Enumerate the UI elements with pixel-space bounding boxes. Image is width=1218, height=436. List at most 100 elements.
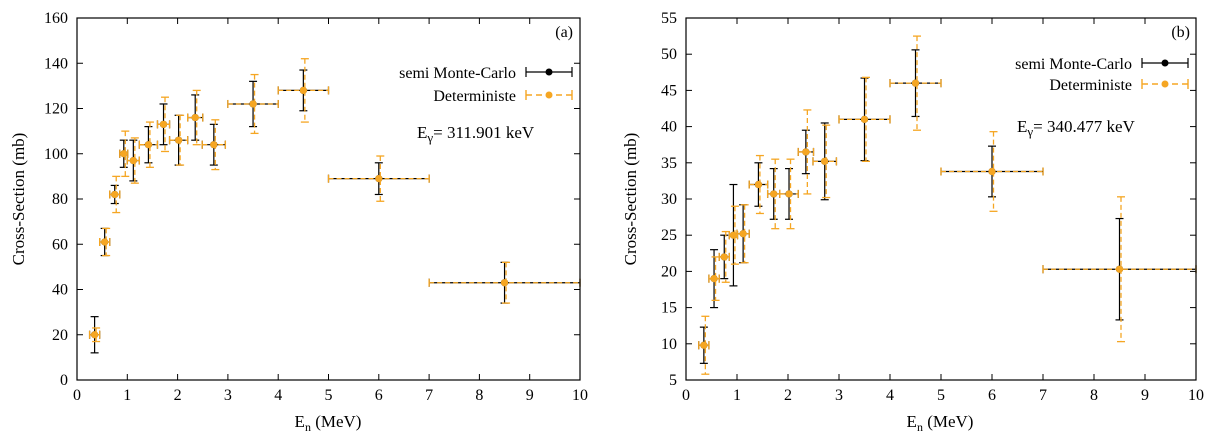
y-tick-label: 55 <box>661 10 677 27</box>
energy-annotation-a: Eγ= 311.901 keV <box>417 123 535 145</box>
x-tick-label: 10 <box>1188 387 1204 404</box>
marker-deterministe <box>144 141 153 149</box>
legend-swatch-deterministe-b <box>1141 79 1189 89</box>
data-point-deterministe <box>156 96 171 153</box>
x-tick-label: 0 <box>73 387 81 404</box>
data-point-deterministe <box>779 158 799 230</box>
data-point-deterministe <box>109 175 121 214</box>
x-tick-label: 8 <box>1090 387 1098 404</box>
y-tick-label: 40 <box>661 119 677 136</box>
x-tick-label: 4 <box>886 387 894 404</box>
y-tick-label: 60 <box>52 236 68 253</box>
marker-deterministe <box>860 115 869 123</box>
y-tick-label: 20 <box>52 327 68 344</box>
marker-deterministe <box>210 141 218 149</box>
x-tick-label: 8 <box>475 387 483 404</box>
marker-deterministe <box>249 100 257 108</box>
x-axis-title-sub-a: n <box>305 420 311 434</box>
marker-deterministe <box>754 180 763 189</box>
x-axis-title-symbol-b: E <box>907 412 917 431</box>
data-point-deterministe <box>708 256 720 302</box>
data-point-deterministe <box>126 137 141 184</box>
y-tick-label: 35 <box>661 155 677 172</box>
y-tick-label: 50 <box>661 46 677 63</box>
y-tick-label: 0 <box>60 372 68 389</box>
data-point-deterministe <box>227 73 279 135</box>
marker-deterministe <box>700 341 708 349</box>
plot-frame-a <box>76 17 581 381</box>
data-point-deterministe <box>168 114 189 166</box>
marker-deterministe <box>739 230 747 238</box>
plot-frame-b <box>685 17 1197 381</box>
y-axis-title-a: Cross-Section (mb) <box>9 133 28 266</box>
y-tick-label: 100 <box>44 146 68 163</box>
marker-deterministe <box>111 190 119 199</box>
marker-deterministe <box>101 238 109 246</box>
marker-deterministe <box>729 231 738 239</box>
data-point-deterministe <box>138 121 159 168</box>
data-point-deterministe <box>119 130 130 178</box>
x-tick-label: 7 <box>1039 387 1047 404</box>
marker-deterministe <box>1115 265 1124 273</box>
y-tick-label: 15 <box>661 300 677 317</box>
data-point-deterministe <box>277 58 330 123</box>
marker-deterministe <box>120 150 128 158</box>
x-tick-label: 6 <box>375 387 383 404</box>
y-tick-label: 40 <box>52 282 68 299</box>
marker-deterministe <box>299 86 307 94</box>
marker-deterministe <box>821 157 829 165</box>
data-point-deterministe <box>940 131 1044 212</box>
x-tick-label: 9 <box>526 387 534 404</box>
y-tick-label: 10 <box>661 336 677 353</box>
x-tick-label: 6 <box>988 387 996 404</box>
x-tick-label: 3 <box>224 387 232 404</box>
legend-swatch-semi-mc-b <box>1141 58 1189 68</box>
marker-deterministe <box>175 136 183 144</box>
y-tick-label: 140 <box>44 55 68 72</box>
legend-label-semi-mc-b: semi Monte-Carlo <box>1015 56 1132 73</box>
y-tick-label: 45 <box>661 82 677 99</box>
x-tick-label: 4 <box>274 387 282 404</box>
marker-deterministe <box>720 253 728 261</box>
data-point-deterministe <box>838 76 891 163</box>
x-tick-label: 2 <box>784 387 792 404</box>
x-tick-label: 7 <box>425 387 433 404</box>
y-tick-label: 30 <box>661 191 677 208</box>
y-tick-label: 120 <box>44 101 68 118</box>
x-tick-label: 9 <box>1141 387 1149 404</box>
x-axis-title-unit-a: (MeV) <box>311 412 362 431</box>
marker-deterministe <box>785 190 793 198</box>
x-axis-title-unit-b: (MeV) <box>923 412 974 431</box>
marker-deterministe <box>802 148 810 156</box>
legend-a: semi Monte-Carlo Deterministe <box>399 65 573 105</box>
marker-deterministe <box>191 113 199 122</box>
x-tick-label: 1 <box>733 387 741 404</box>
legend-label-semi-mc-a: semi Monte-Carlo <box>399 65 516 82</box>
x-tick-label: 1 <box>123 387 131 404</box>
data-point-deterministe <box>327 155 430 202</box>
energy-annotation-b: Eγ= 340.477 keV <box>1017 117 1136 139</box>
data-point-deterministe <box>748 154 769 215</box>
y-tick-label: 80 <box>52 191 68 208</box>
y-tick-label: 5 <box>669 372 677 389</box>
panel-tag-b: (b) <box>1171 24 1190 41</box>
x-tick-label: 10 <box>572 387 588 404</box>
x-axis-title-sub-b: n <box>917 420 923 434</box>
x-axis-title-symbol-a: E <box>295 412 305 431</box>
data-point-deterministe <box>698 315 710 375</box>
data-point-deterministe <box>812 124 838 199</box>
x-tick-label: 0 <box>682 387 690 404</box>
data-point-deterministe <box>718 230 730 283</box>
marker-deterministe <box>500 279 509 287</box>
data-point-deterministe <box>797 109 815 195</box>
legend-swatch-semi-mc-a <box>525 67 573 77</box>
data-point-deterministe <box>889 35 942 131</box>
data-point-deterministe <box>187 89 204 146</box>
panel-tag-a: (a) <box>555 24 573 41</box>
data-point-deterministe <box>98 227 111 257</box>
x-tick-label: 2 <box>174 387 182 404</box>
